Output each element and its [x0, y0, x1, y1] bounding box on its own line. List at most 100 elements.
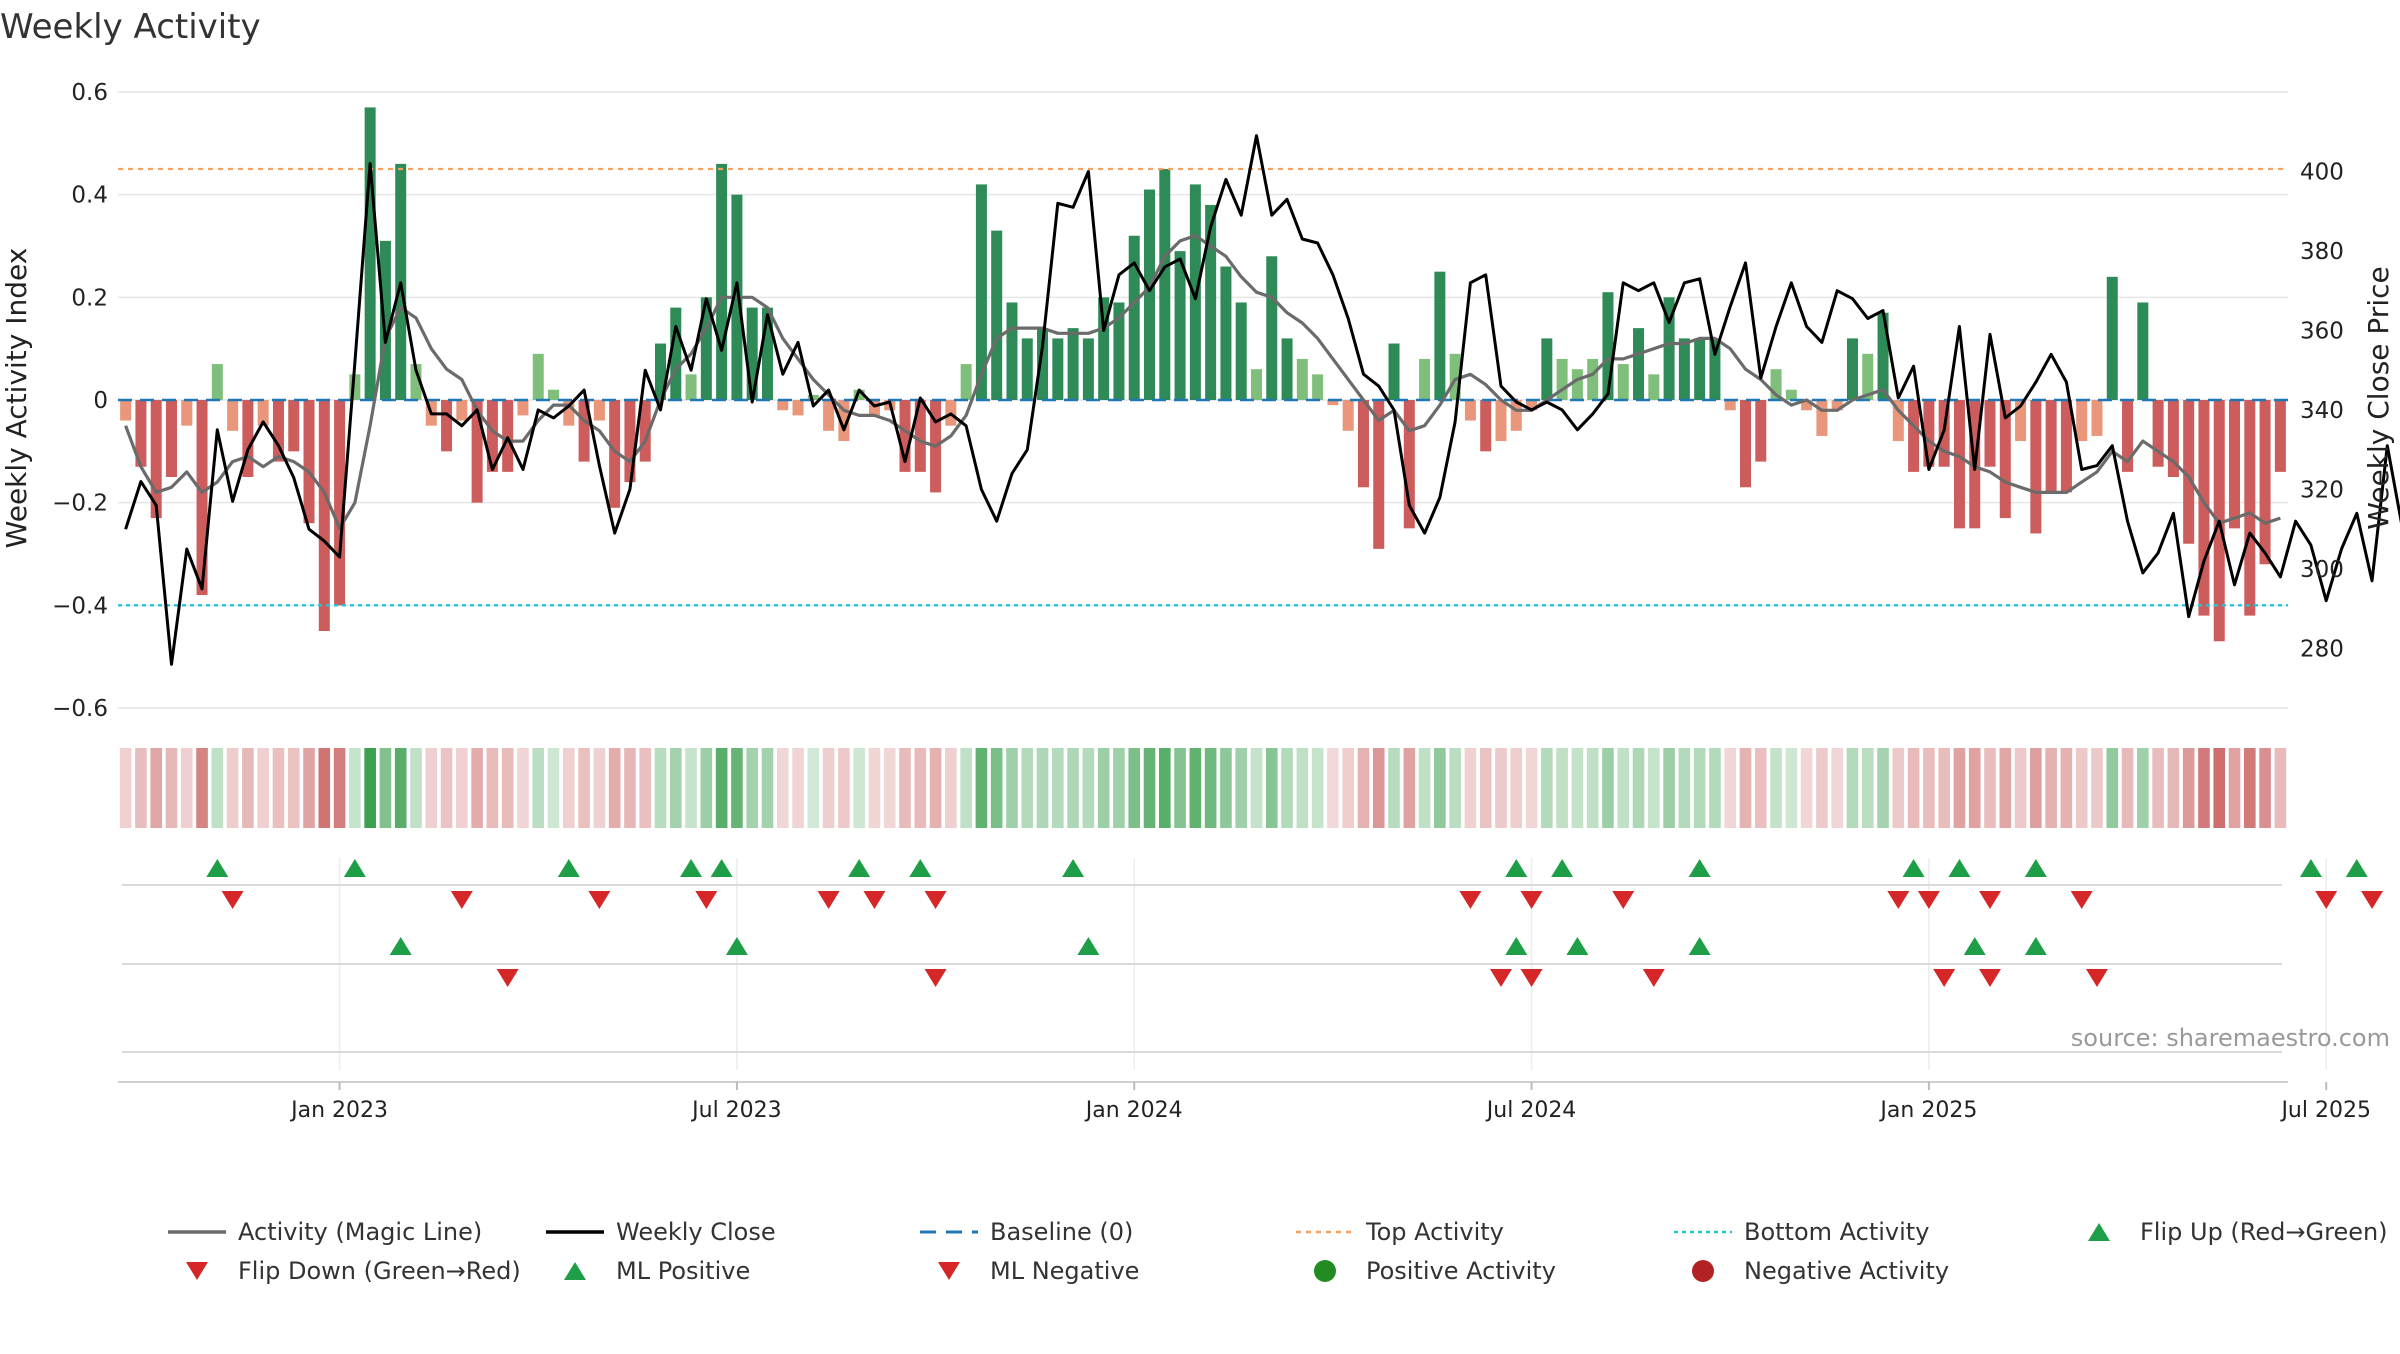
- activity-bar: [1174, 251, 1186, 400]
- heat-cell: [2045, 748, 2057, 828]
- heat-cell: [135, 748, 147, 828]
- heat-cell: [1816, 748, 1828, 828]
- y-tick-label: −0.6: [52, 696, 108, 722]
- activity-bar: [960, 364, 972, 400]
- activity-bar: [1923, 400, 1935, 467]
- activity-bar: [761, 307, 773, 400]
- activity-bar: [1801, 400, 1813, 411]
- activity-bar: [379, 240, 391, 400]
- activity-bar: [227, 400, 239, 431]
- activity-bar: [899, 400, 911, 472]
- legend-item: Flip Up (Red→Green): [2088, 1218, 2388, 1246]
- legend-swatch: [1692, 1260, 1714, 1282]
- heat-cell: [960, 748, 972, 828]
- activity-bar: [165, 400, 177, 477]
- heat-cell: [593, 748, 606, 828]
- legend-item: Flip Down (Green→Red): [186, 1257, 521, 1285]
- heat-cell: [1693, 748, 1706, 828]
- activity-bar: [272, 400, 284, 462]
- activity-bar: [1877, 312, 1889, 400]
- y-tick-label: −0.2: [52, 491, 108, 517]
- heat-cell: [1189, 748, 1202, 828]
- magic-line-series: [124, 234, 2281, 530]
- heat-cell: [1372, 748, 1385, 828]
- heat-cell: [1220, 748, 1232, 828]
- heat-cell: [1724, 748, 1737, 828]
- y2-tick-label: 400: [2300, 159, 2344, 185]
- heat-cell: [1709, 748, 1721, 828]
- flip-down-marker: [2361, 891, 2384, 909]
- heat-cell: [2030, 748, 2042, 828]
- activity-bar: [2106, 276, 2118, 400]
- heat-cell: [2228, 748, 2241, 828]
- heat-cell: [1800, 748, 1813, 828]
- flip-down-marker: [2315, 891, 2338, 909]
- activity-bar: [1541, 338, 1553, 400]
- legend-label: Positive Activity: [1366, 1257, 1556, 1285]
- heat-cell: [1938, 748, 1950, 828]
- heat-cell: [899, 748, 911, 828]
- heat-cell: [1357, 748, 1370, 828]
- heat-cell: [715, 748, 728, 828]
- activity-bar: [1526, 400, 1538, 411]
- flip-up-marker: [909, 859, 932, 877]
- heat-cell: [242, 748, 254, 828]
- heat-cell: [776, 748, 789, 828]
- flip-up-marker: [2024, 859, 2047, 877]
- heat-cell: [1418, 748, 1431, 828]
- activity-bar: [2076, 400, 2088, 442]
- activity-bar: [1434, 271, 1446, 400]
- heat-cell: [2243, 748, 2256, 828]
- legend-item: ML Negative: [938, 1257, 1139, 1285]
- activity-bar: [410, 364, 422, 400]
- activity-bar: [1785, 389, 1797, 400]
- flip-down-marker: [924, 891, 947, 909]
- heat-cell: [1113, 748, 1125, 828]
- flip-down-marker: [588, 891, 611, 909]
- flip-up-marker: [2345, 859, 2368, 877]
- flip-up-marker: [343, 859, 366, 877]
- y-tick-label: 0.6: [71, 80, 108, 106]
- heat-cell: [318, 748, 331, 828]
- activity-bar: [1082, 338, 1094, 400]
- heat-cell: [1602, 748, 1614, 828]
- legend-swatch: [938, 1262, 960, 1280]
- heat-cell: [1464, 748, 1477, 828]
- heat-cell: [1953, 748, 1966, 828]
- activity-bar: [853, 389, 865, 400]
- activity-bar: [1663, 297, 1675, 400]
- activity-bar: [670, 307, 682, 400]
- ml-positive-marker: [725, 937, 748, 955]
- activity-bar: [1266, 256, 1278, 400]
- heat-cell: [1495, 748, 1507, 828]
- activity-bar: [1098, 297, 1110, 400]
- flip-up-marker: [710, 859, 733, 877]
- activity-bar: [777, 400, 789, 411]
- activity-bar: [517, 400, 529, 416]
- activity-bar: [1755, 400, 1767, 462]
- activity-bar: [593, 400, 605, 421]
- heat-cell: [150, 748, 163, 828]
- heat-cell: [303, 748, 315, 828]
- heat-cell: [929, 748, 942, 828]
- heat-cell: [2274, 748, 2287, 828]
- legend-item: Weekly Close: [546, 1218, 776, 1246]
- activity-bar: [1648, 374, 1660, 400]
- heat-cell: [287, 748, 300, 828]
- ml-positive-marker: [1688, 937, 1711, 955]
- activity-bar: [1052, 338, 1064, 400]
- activity-bar: [502, 400, 514, 472]
- activity-bar: [1128, 235, 1140, 400]
- flip-down-marker: [450, 891, 473, 909]
- activity-bar: [548, 389, 560, 400]
- activity-bar: [1617, 364, 1629, 400]
- activity-bar: [1999, 400, 2011, 519]
- legend-item: Top Activity: [1296, 1218, 1504, 1246]
- flip-down-marker: [221, 891, 244, 909]
- heat-cell: [2198, 748, 2210, 828]
- activity-bar: [1724, 400, 1736, 411]
- heat-cell: [471, 748, 483, 828]
- heat-cell: [379, 748, 392, 828]
- activity-bar: [1449, 353, 1461, 400]
